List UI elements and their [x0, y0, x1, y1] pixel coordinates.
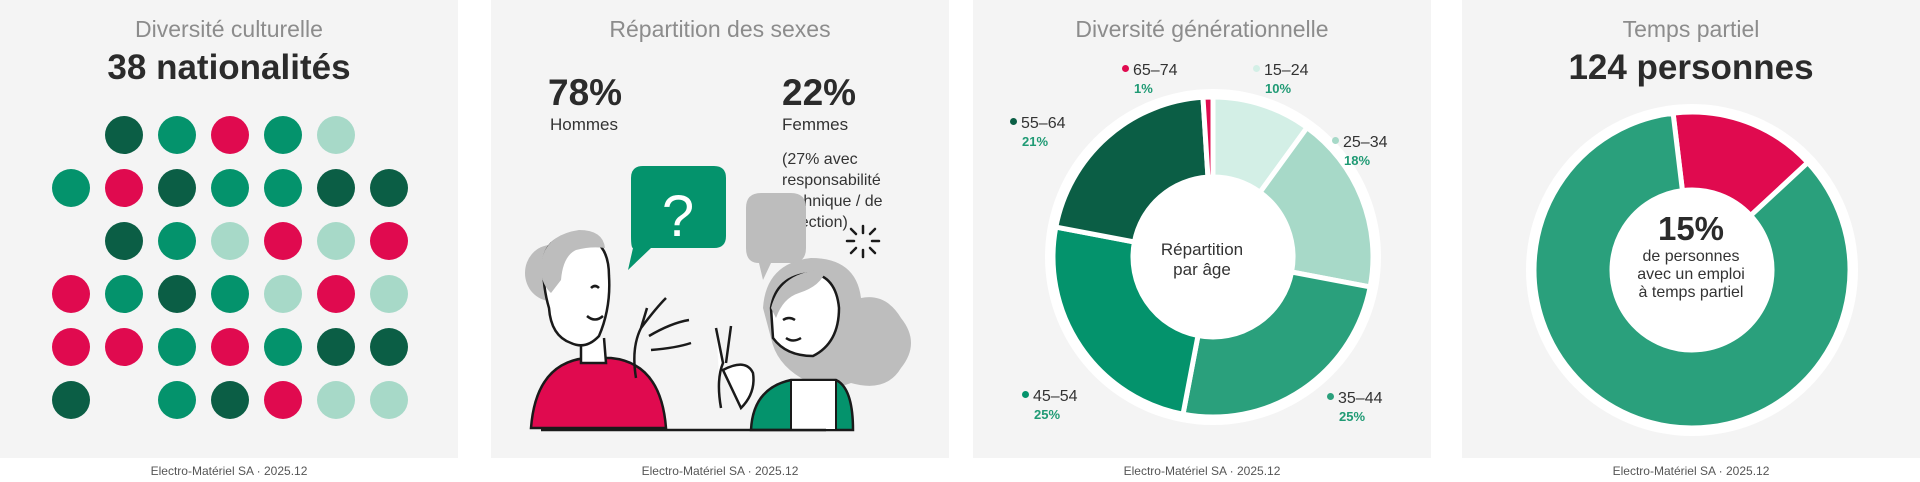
nationality-dot — [370, 222, 408, 260]
age-percent-45–54: 25% — [1034, 407, 1061, 422]
nationality-dot — [211, 116, 249, 154]
footer-card-2: Electro-Matériel SA · 2025.12 — [641, 464, 799, 478]
men-label: Hommes — [550, 115, 619, 134]
nationality-dot — [211, 169, 249, 207]
question-bubble-icon — [628, 166, 726, 270]
card-gender-split: Répartition des sexes 78% Hommes 22% Fem… — [491, 0, 949, 458]
nationality-dot — [52, 169, 90, 207]
footer-card-1: Electro-Matériel SA · 2025.12 — [150, 464, 308, 478]
cultural-title: Diversité culturelle — [135, 16, 323, 42]
nationalities-count: 38 nationalités — [107, 48, 351, 87]
nationality-dot — [158, 328, 196, 366]
parttime-count: 124 personnes — [1568, 48, 1814, 87]
parttime-title: Temps partiel — [1622, 16, 1760, 42]
nationality-dot — [264, 275, 302, 313]
men-percent: 78% — [548, 72, 623, 113]
card-part-time: Temps partiel 124 personnes 15% de perso… — [1462, 0, 1920, 458]
parttime-donut-chart — [1526, 104, 1858, 436]
nationality-dot — [211, 222, 249, 260]
nationality-dot — [317, 222, 355, 260]
nationality-dot — [370, 275, 408, 313]
people-illustration: ? — [525, 166, 911, 432]
nationality-dot — [370, 381, 408, 419]
nationality-dot — [264, 381, 302, 419]
women-label: Femmes — [782, 115, 849, 134]
footer-card-3: Electro-Matériel SA · 2025.12 — [1123, 464, 1281, 478]
nationality-dot — [105, 116, 143, 154]
nationality-dot — [211, 381, 249, 419]
footer-card-4: Electro-Matériel SA · 2025.12 — [1612, 464, 1770, 478]
age-center-label: Répartition par âge — [1160, 240, 1244, 279]
nationality-dot — [158, 222, 196, 260]
age-percent-15–24: 10% — [1265, 81, 1292, 96]
nationality-dot — [105, 222, 143, 260]
nationality-dot — [158, 169, 196, 207]
nationality-dot — [158, 381, 196, 419]
nationality-dot — [105, 169, 143, 207]
nationality-dot — [317, 275, 355, 313]
nationality-dot — [211, 275, 249, 313]
nationality-dot — [105, 275, 143, 313]
age-percent-65–74: 1% — [1134, 81, 1153, 96]
nationality-dot — [317, 328, 355, 366]
age-label-25–34: 25–34 — [1332, 134, 1388, 152]
age-title: Diversité générationnelle — [1075, 16, 1329, 42]
nationality-dot — [264, 222, 302, 260]
age-label-15–24: 15–24 — [1253, 62, 1309, 80]
nationality-dot — [264, 328, 302, 366]
nationality-dot — [317, 169, 355, 207]
age-percent-55–64: 21% — [1022, 134, 1049, 149]
age-percent-25–34: 18% — [1344, 153, 1371, 168]
parttime-percent: 15% — [1657, 210, 1725, 247]
nationality-dot — [370, 328, 408, 366]
nationality-dot — [52, 328, 90, 366]
nationality-dot — [264, 169, 302, 207]
women-percent: 22% — [782, 72, 857, 113]
age-label-55–64: 55–64 — [1010, 115, 1066, 133]
svg-text:?: ? — [662, 184, 694, 249]
nationality-dot — [158, 116, 196, 154]
card-cultural-diversity: Diversité culturelle 38 nationalités — [0, 0, 458, 458]
nationality-dot — [158, 275, 196, 313]
card-age-diversity: Diversité générationnelle Répartition pa… — [973, 0, 1431, 458]
nationality-dot — [264, 116, 302, 154]
age-label-45–54: 45–54 — [1022, 388, 1078, 406]
nationality-dot — [211, 328, 249, 366]
nationality-dot — [317, 381, 355, 419]
age-label-65–74: 65–74 — [1122, 62, 1178, 80]
nationality-dot — [370, 169, 408, 207]
nationality-dot — [105, 328, 143, 366]
age-percent-35–44: 25% — [1339, 409, 1366, 424]
age-label-35–44: 35–44 — [1327, 390, 1383, 408]
age-slice-55–64 — [1052, 94, 1211, 245]
gender-title: Répartition des sexes — [609, 16, 831, 42]
parttime-center: 15% de personnes avec un emploi à temps … — [1606, 210, 1776, 302]
nationality-dot — [317, 116, 355, 154]
nationality-dot — [52, 381, 90, 419]
nationality-dot — [52, 275, 90, 313]
age-donut-chart — [1045, 89, 1381, 425]
